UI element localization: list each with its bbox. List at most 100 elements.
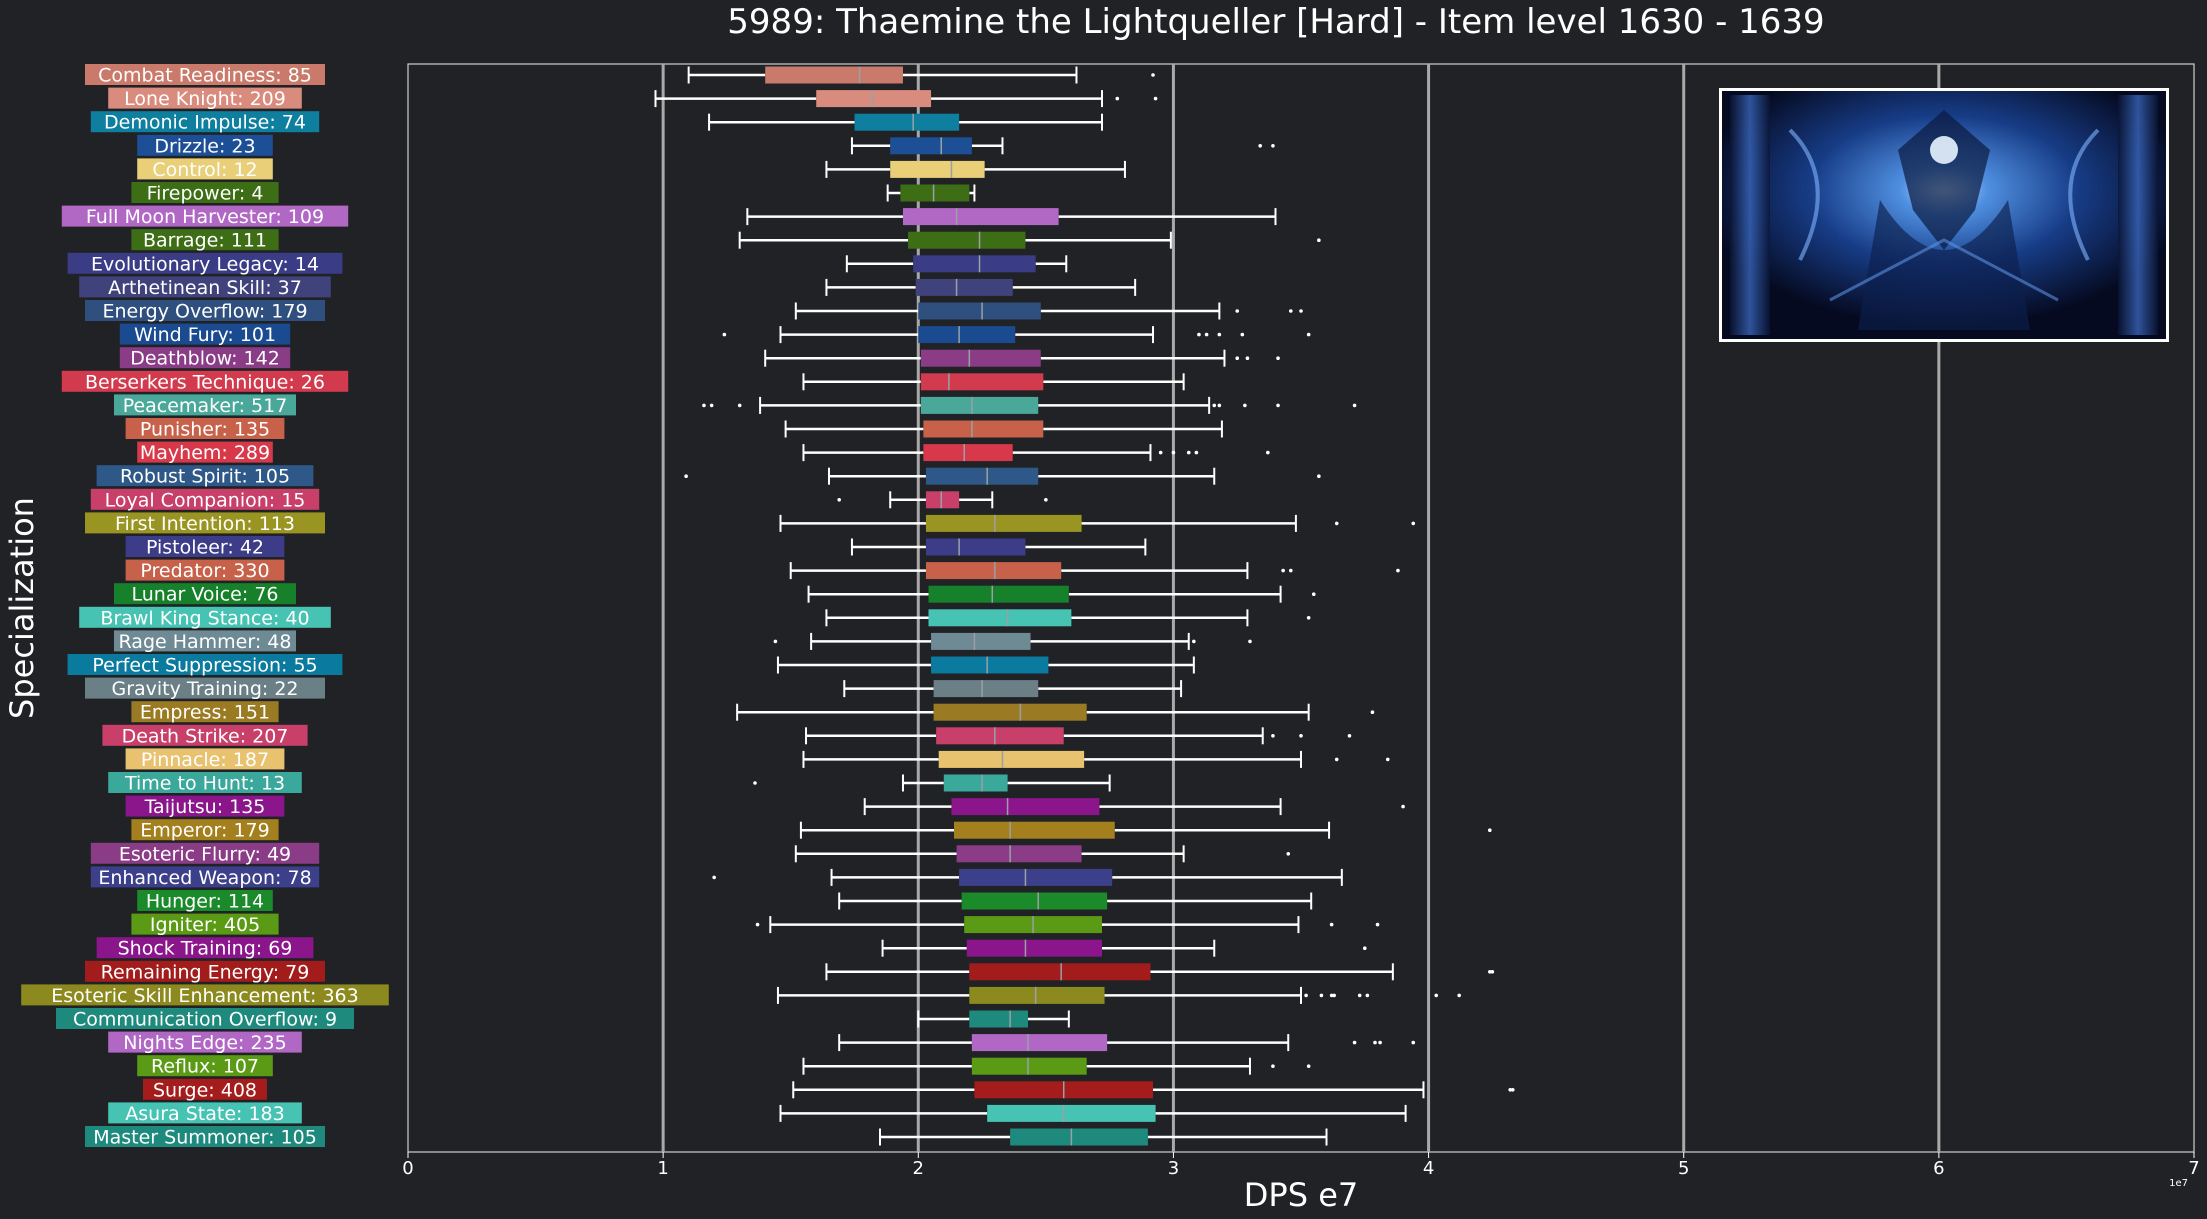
outlier-point <box>737 403 742 408</box>
outlier-point <box>1311 592 1316 596</box>
iqr-box <box>925 467 1039 485</box>
iqr-box <box>987 1104 1156 1122</box>
box-group <box>792 1081 1515 1099</box>
outlier-point <box>1373 1040 1377 1045</box>
box-group <box>708 113 1103 131</box>
category-label: Loyal Companion: 15 <box>105 489 306 511</box>
iqr-box <box>933 703 1087 721</box>
outlier-point <box>1151 73 1155 77</box>
outlier-point <box>1271 1064 1275 1068</box>
category-label: Peacemaker: 517 <box>123 395 288 417</box>
box-group <box>838 892 1313 910</box>
box-group <box>802 444 1270 462</box>
category-label-bg <box>85 1126 325 1147</box>
category-label-bg <box>137 441 273 463</box>
box-group <box>684 467 1321 485</box>
category-label-bg <box>21 984 389 1006</box>
outlier-point <box>1457 993 1461 998</box>
category-label-bg <box>85 300 325 321</box>
box-group <box>794 302 1303 320</box>
outlier-point <box>1186 450 1191 455</box>
iqr-box <box>918 302 1041 320</box>
outlier-point <box>1306 616 1311 620</box>
box-group <box>845 255 1068 273</box>
category-label: Robust Spirit: 105 <box>120 466 290 488</box>
outlier-point <box>1192 639 1196 644</box>
category-label-bg <box>125 795 285 817</box>
category-label: Lone Knight: 209 <box>124 88 286 110</box>
outlier-point <box>1271 144 1275 148</box>
category-label-bg <box>85 512 325 534</box>
outlier-point <box>1204 332 1209 337</box>
category-label-bg <box>102 724 308 746</box>
category-label: Energy Overflow: 179 <box>102 301 307 323</box>
category-label: Evolutionary Legacy: 14 <box>91 253 319 275</box>
category-label: Deathblow: 142 <box>130 348 280 370</box>
iqr-box <box>933 680 1039 698</box>
plot-area-frame <box>407 63 2195 1153</box>
outlier-point <box>1197 332 1201 337</box>
category-label-bg <box>90 842 320 864</box>
outlier-point <box>712 875 716 880</box>
x-tick-label: 5 <box>1678 1158 1689 1179</box>
x-axis-exponent: 1e7 <box>2169 1178 2188 1189</box>
iqr-box <box>969 986 1105 1004</box>
outlier-point <box>1276 356 1280 361</box>
category-label-bg <box>108 87 302 109</box>
outlier-point <box>1235 356 1240 361</box>
category-label-bg <box>131 182 279 203</box>
outlier-point <box>1510 1088 1515 1092</box>
category-label-bg <box>108 1102 302 1124</box>
category-label-bg <box>114 583 296 605</box>
box-group <box>753 774 1111 792</box>
category-label-bg <box>114 630 296 652</box>
outlier-point <box>684 474 688 479</box>
iqr-box <box>913 255 1036 273</box>
outlier-point <box>709 403 714 408</box>
outlier-point <box>1365 993 1370 998</box>
category-label-bg <box>114 394 296 416</box>
category-label: Time to Hunt: 13 <box>124 773 285 795</box>
iqr-box <box>908 231 1026 249</box>
category-label-bg <box>67 654 343 675</box>
outlier-point <box>1044 498 1048 502</box>
category-label: First Intention: 113 <box>115 513 295 535</box>
box-group <box>773 632 1252 650</box>
category-label: Reflux: 107 <box>151 1056 259 1078</box>
iqr-box <box>969 963 1151 981</box>
iqr-box <box>1010 1128 1148 1146</box>
box-group <box>825 278 1137 296</box>
outlier-point <box>1235 309 1240 313</box>
category-label: Perfect Suppression: 55 <box>92 655 317 677</box>
category-label-bg <box>90 866 320 888</box>
category-label: Demonic Impulse: 74 <box>104 112 306 134</box>
category-label: Rage Hammer: 48 <box>119 631 292 653</box>
category-label-bg <box>137 158 273 180</box>
category-label: Esoteric Skill Enhancement: 363 <box>51 985 359 1007</box>
outlier-point <box>1352 1040 1357 1045</box>
outlier-point <box>1362 946 1367 950</box>
outlier-point <box>1299 309 1303 313</box>
outlier-point <box>1266 450 1270 455</box>
category-label-bg <box>90 111 320 133</box>
category-label-bg <box>108 772 302 793</box>
box-group <box>843 680 1183 698</box>
outlier-point <box>1171 450 1176 455</box>
box-group <box>794 845 1291 863</box>
outlier-point <box>1243 403 1247 408</box>
iqr-box <box>925 491 960 509</box>
box-group <box>879 1128 1328 1146</box>
iqr-box <box>959 868 1113 886</box>
category-label-bg <box>61 205 349 227</box>
category-label: Shock Training: 69 <box>118 938 293 960</box>
category-label: Igniter: 405 <box>150 914 260 936</box>
box-group <box>776 986 1461 1004</box>
outlier-point <box>1288 568 1293 573</box>
outlier-point <box>773 639 778 644</box>
iqr-box <box>923 444 1013 462</box>
outlier-point <box>1375 922 1380 927</box>
outlier-point <box>1488 828 1492 832</box>
box-group <box>837 491 1048 509</box>
outlier-point <box>1332 993 1336 998</box>
iqr-box <box>938 750 1085 768</box>
